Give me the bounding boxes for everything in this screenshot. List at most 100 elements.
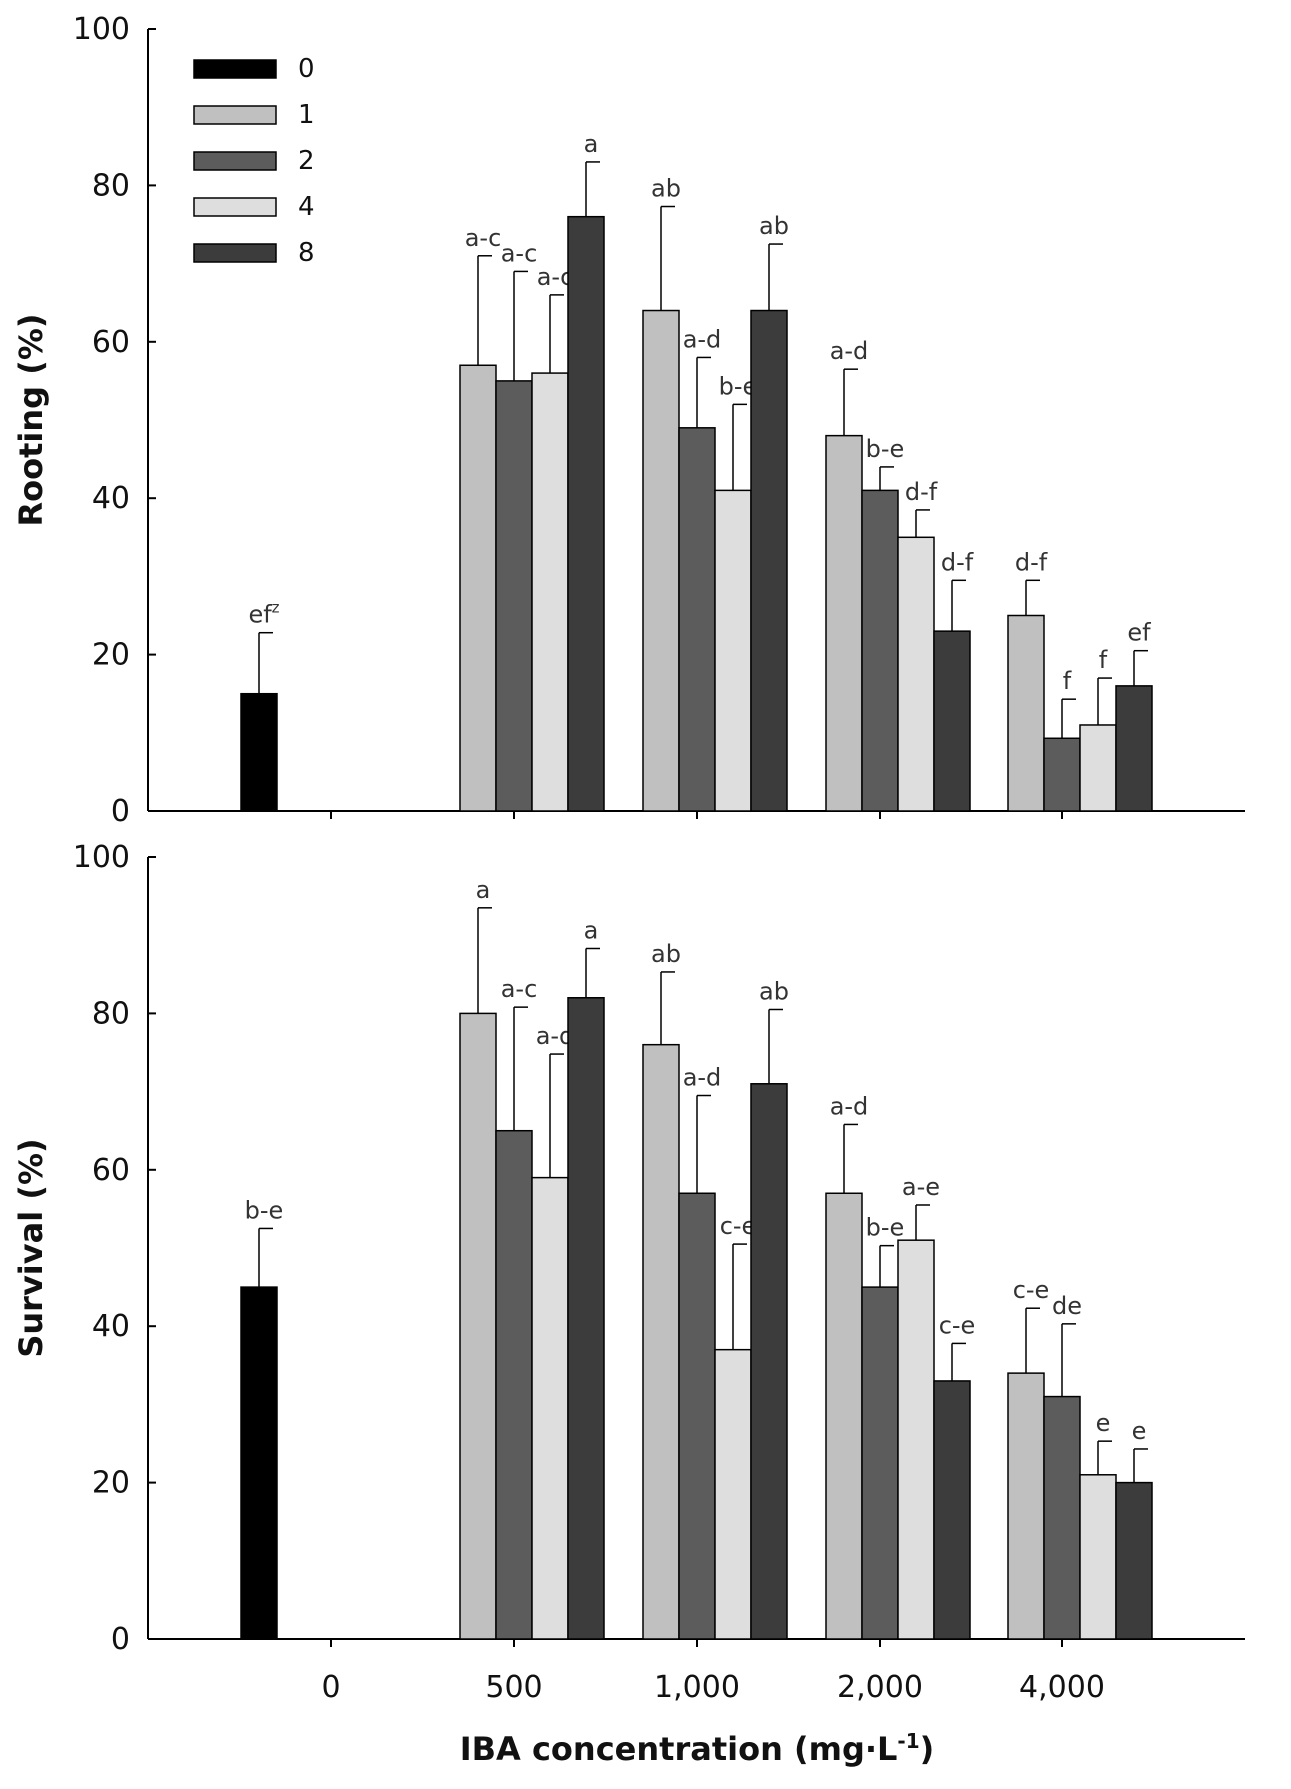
bar-1 — [459, 1012, 497, 1640]
bar-4 — [897, 1239, 935, 1640]
bar-2 — [1043, 1395, 1081, 1640]
bar-8 — [933, 630, 971, 812]
y-tick-label: 100 — [73, 12, 130, 47]
bar-1 — [825, 1192, 863, 1640]
significance-label: a-c — [465, 224, 502, 252]
x-axis-title-text: IBA concentration (mg·L-1) — [460, 1729, 935, 1768]
bar-1 — [642, 1043, 680, 1640]
x-tick-label: 1,000 — [654, 1670, 740, 1705]
bar-2 — [861, 1286, 899, 1640]
y-tick-label: 20 — [92, 1466, 130, 1501]
bar-4 — [531, 1176, 569, 1640]
x-tick-label: 0 — [321, 1670, 340, 1705]
significance-label: ab — [651, 940, 681, 968]
y-tick-label: 100 — [73, 840, 130, 875]
significance-label: a-c — [537, 263, 574, 291]
significance-label: b-e — [866, 435, 905, 463]
bar-8 — [750, 1083, 788, 1640]
bar-control — [240, 692, 278, 812]
bar-2 — [495, 1129, 533, 1640]
significance-label: e — [1132, 1417, 1147, 1445]
significance-label: ef — [1127, 619, 1151, 647]
bar-2 — [1043, 737, 1081, 812]
bar-2 — [861, 489, 899, 812]
significance-label: a — [584, 130, 599, 158]
y-tick-label: 20 — [92, 638, 130, 673]
legend-label: 1 — [298, 100, 315, 130]
bar-8 — [1115, 685, 1153, 812]
significance-label: c-e — [939, 1311, 976, 1339]
bar-4 — [714, 1348, 752, 1640]
significance-label: a-e — [902, 1173, 940, 1201]
bar-4 — [1079, 724, 1117, 812]
y-tick-label: 40 — [92, 481, 130, 516]
bar-2 — [678, 427, 716, 812]
bar-control — [240, 1286, 278, 1640]
legend-label: 0 — [298, 54, 315, 84]
bar-8 — [567, 215, 605, 812]
significance-label: f — [1063, 667, 1072, 695]
significance-label: e — [1096, 1409, 1111, 1437]
bar-8 — [567, 997, 605, 1640]
significance-label: ab — [759, 977, 789, 1005]
significance-label: a-d — [683, 1064, 722, 1092]
significance-label: b-e — [866, 1214, 905, 1242]
chart-legend: 0 1 2 4 8 — [193, 54, 315, 268]
legend-swatch — [193, 243, 277, 263]
significance-label: a — [584, 916, 599, 944]
y-tick-label: 60 — [92, 325, 130, 360]
significance-label: b-e — [245, 1196, 284, 1224]
bar-1 — [642, 309, 680, 812]
y-axis-title: Survival (%) — [12, 1138, 50, 1357]
bar-4 — [714, 489, 752, 812]
significance-label: a-d — [683, 325, 722, 353]
bar-4 — [531, 372, 569, 812]
bar-1 — [459, 364, 497, 812]
legend-label: 8 — [298, 238, 315, 268]
legend-label: 4 — [298, 192, 315, 222]
y-tick-label: 80 — [92, 168, 130, 203]
bar-8 — [1115, 1481, 1153, 1640]
bar-1 — [825, 434, 863, 812]
significance-label: ab — [759, 212, 789, 240]
significance-label: f — [1099, 646, 1108, 674]
significance-label: a — [476, 876, 491, 904]
y-tick-label: 60 — [92, 1153, 130, 1188]
bar-2 — [678, 1192, 716, 1640]
x-tick-label: 2,000 — [837, 1670, 923, 1705]
legend-swatch — [193, 105, 277, 125]
bar-1 — [1007, 614, 1045, 812]
significance-label: ab — [651, 175, 681, 203]
x-tick-label: 500 — [485, 1670, 542, 1705]
significance-label: d-f — [905, 478, 938, 506]
bar-4 — [1079, 1474, 1117, 1640]
significance-label: d-f — [941, 548, 974, 576]
y-axis-title: Rooting (%) — [12, 313, 50, 526]
significance-label: c-e — [1013, 1276, 1050, 1304]
bar-1 — [1007, 1372, 1045, 1640]
legend-swatch — [193, 197, 277, 217]
significance-label: a-d — [830, 1092, 869, 1120]
survival-chart-panel: 0 20 40 60 80 100 0 500 1,000 2,000 4,000 Survival … — [12, 840, 1245, 1705]
legend-swatch — [193, 151, 277, 171]
legend-swatch — [193, 59, 277, 79]
significance-label: d-f — [1015, 548, 1048, 576]
bar-8 — [750, 309, 788, 812]
y-tick-label: 40 — [92, 1309, 130, 1344]
y-tick-label: 0 — [111, 794, 130, 829]
significance-label: a-c — [501, 975, 538, 1003]
x-axis-title: IBA concentration (mg·L-1) — [460, 1729, 935, 1768]
bar-8 — [933, 1380, 971, 1640]
significance-label: efz — [248, 599, 279, 629]
significance-label: c-e — [720, 1212, 757, 1240]
x-tick-label: 4,000 — [1019, 1670, 1105, 1705]
significance-label: a-d — [830, 337, 869, 365]
bar-2 — [495, 380, 533, 812]
bar-4 — [897, 536, 935, 812]
y-tick-label: 80 — [92, 996, 130, 1031]
significance-label: de — [1052, 1292, 1082, 1320]
y-tick-label: 0 — [111, 1622, 130, 1657]
significance-label: a-c — [501, 239, 538, 267]
